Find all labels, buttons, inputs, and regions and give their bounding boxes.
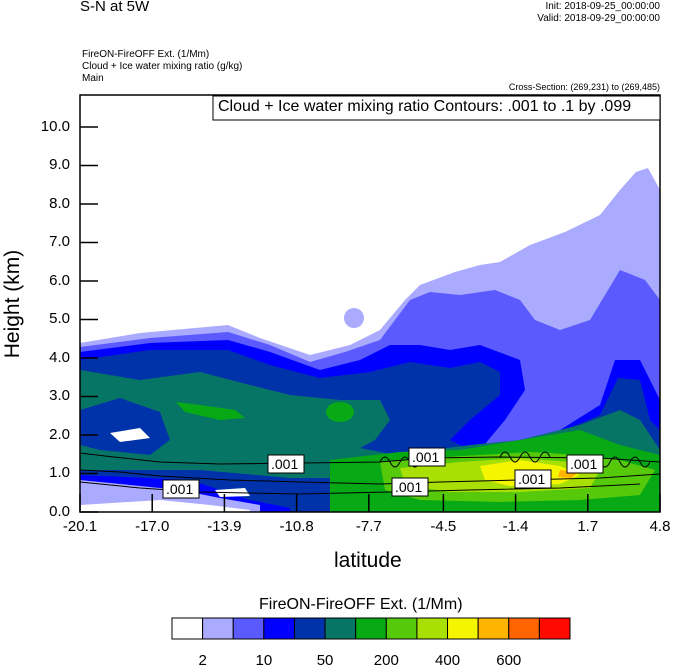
colorbar-title: FireON-FireOFF Ext. (1/Mm): [259, 596, 463, 613]
contour-label: .001: [395, 479, 423, 495]
colorbar-swatch: [508, 617, 540, 640]
colorbar-swatch: [538, 617, 571, 640]
x-tick-label: 1.7: [577, 518, 599, 535]
colorbar-swatch: [355, 617, 387, 640]
contour-label: .001: [570, 456, 598, 472]
y-tick-label: 7.0: [49, 233, 70, 251]
x-tick-label: -1.4: [502, 518, 529, 535]
valid-time: Valid: 2018-09-29_00:00:00: [537, 13, 660, 24]
y-tick-label: 0.0: [49, 503, 70, 520]
x-tick-label: 4.8: [649, 518, 671, 535]
colorbar-swatch: [447, 617, 479, 640]
y-tick-label: 10.0: [40, 117, 70, 135]
y-tick-label: 5.0: [49, 310, 70, 328]
cross-section-label: Cross-Section: (269,231) to (269,485): [508, 82, 660, 92]
plot-title: S-N at 5W: [80, 0, 150, 15]
contour-label: .001: [166, 481, 194, 497]
x-tick-label: -20.1: [62, 518, 98, 535]
colorbar-label: 200: [373, 652, 399, 668]
colorbar-label: 400: [435, 652, 461, 668]
field-label-3: Main: [82, 73, 104, 84]
y-tick-label: 9.0: [49, 156, 70, 174]
contour-info-box: [212, 95, 661, 121]
x-tick-label: -17.0: [135, 518, 170, 535]
colorbar-swatch: [293, 617, 326, 640]
contour-label: .001: [412, 449, 440, 465]
y-tick-label: 1.0: [49, 464, 70, 482]
field-label-2: Cloud + Ice water mixing ratio (g/kg): [82, 61, 243, 72]
colorbar-swatch: [416, 617, 449, 640]
x-tick-label: -13.9: [207, 518, 242, 535]
colorbar-swatch: [171, 617, 204, 640]
colorbar-swatch: [202, 617, 234, 640]
contour-labels: [162, 447, 604, 499]
colorbar: [171, 617, 571, 640]
fill-level-5b: [80, 398, 170, 455]
colorbar-swatch: [385, 617, 418, 640]
x-tick-label: -7.7: [355, 518, 382, 535]
y-tick-label: 8.0: [49, 194, 70, 212]
y-tick-label: 4.0: [49, 348, 70, 366]
y-tick-label: 3.0: [49, 387, 70, 405]
colorbar-label: 50: [316, 652, 334, 668]
x-axis-label: latitude: [334, 549, 402, 572]
filled-contours: [80, 95, 660, 512]
x-tick-label: -4.5: [430, 518, 457, 535]
y-tick-label: 6.0: [49, 271, 70, 289]
contour-label: .001: [271, 456, 299, 472]
colorbar-swatch: [324, 617, 357, 640]
init-time: Init: 2018-09-25_00:00:00: [545, 1, 660, 12]
y-tick-label: 2.0: [49, 425, 70, 443]
colorbar-label: 10: [255, 652, 273, 668]
colorbar-label: 600: [496, 652, 522, 668]
colorbar-swatch: [263, 617, 295, 640]
contour-label: .001: [518, 471, 546, 487]
plot-frame: [79, 94, 661, 513]
x-tick-label: -10.8: [279, 518, 314, 535]
field-label-1: FireON-FireOFF Ext. (1/Mm): [82, 49, 210, 60]
colorbar-swatch: [232, 617, 265, 640]
contour-info: Cloud + Ice water mixing ratio Contours:…: [218, 98, 632, 115]
colorbar-swatch: [477, 617, 510, 640]
axis-ticks: [79, 126, 661, 513]
colorbar-label: 2: [198, 652, 207, 668]
